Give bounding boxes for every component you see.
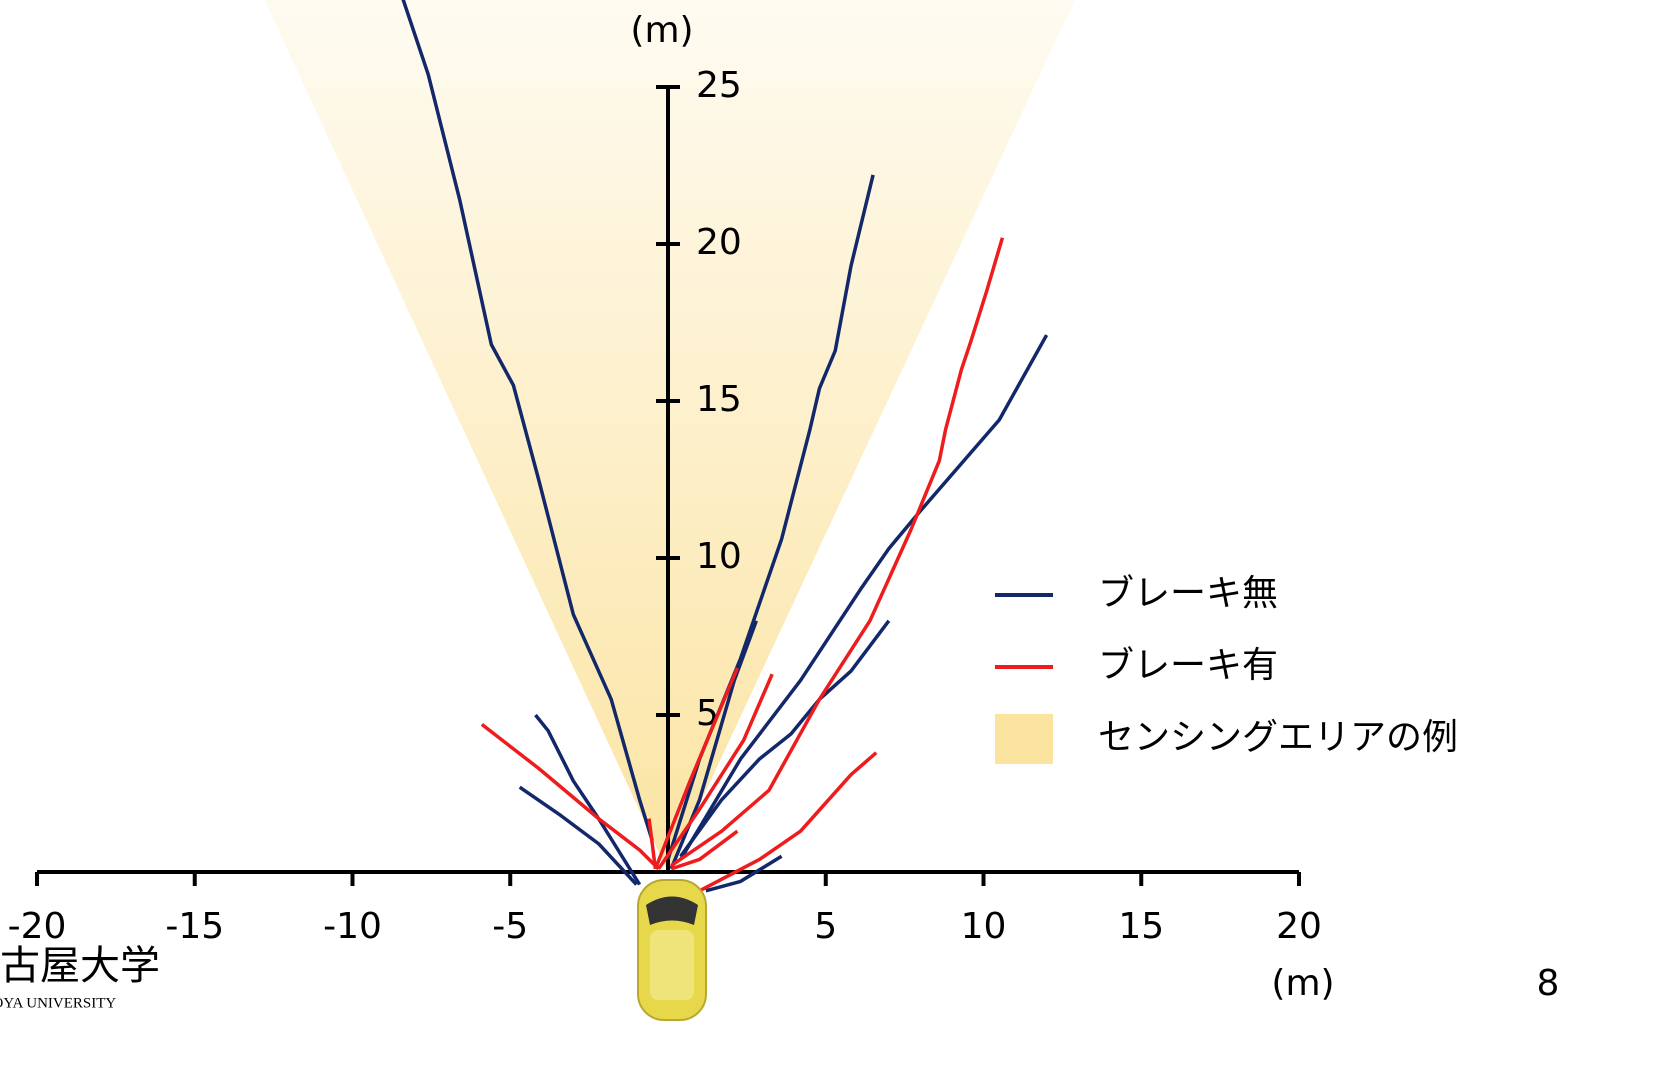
y-tick-label: 10 [696, 536, 742, 577]
x-tick-label: 20 [1276, 906, 1322, 947]
trajectory [670, 829, 739, 871]
plot: -20 -15 -10 -5 5 10 15 20 5 10 15 20 25 ブレーキ無ブレーキ有センシ… [8, 0, 1458, 947]
trajectory [653, 667, 740, 870]
trajectory [705, 854, 783, 893]
x-tick-label: -15 [165, 906, 224, 947]
y-tick-label: 5 [696, 693, 719, 734]
x-tick-label: 10 [961, 906, 1007, 947]
x-tick-label: -20 [8, 906, 67, 947]
y-tick-label: 20 [696, 222, 742, 263]
x-tick-label: 5 [814, 906, 837, 947]
trajectory [480, 723, 660, 871]
trajectory [679, 619, 891, 858]
legend-swatch [995, 714, 1053, 764]
trajectory [698, 751, 878, 893]
y-tick-label: 15 [696, 379, 742, 420]
y-axis-label: (m) [630, 10, 693, 51]
car [637, 879, 707, 1021]
x-axis-label: (m) [1271, 963, 1334, 1004]
page-number: 8 [1537, 963, 1560, 1004]
trajectory [518, 785, 638, 886]
x-tick-label: 15 [1118, 906, 1164, 947]
trajectory [647, 818, 658, 870]
legend-label: センシングエリアの例 [1098, 717, 1458, 758]
logo-name: 名古屋大学 [0, 943, 160, 988]
x-tick-label: -10 [323, 906, 382, 947]
legend-label: ブレーキ有 [1098, 645, 1278, 686]
trajectory [679, 334, 1049, 861]
trajectory [401, 0, 654, 842]
trajectory [657, 673, 774, 870]
trajectory [534, 713, 642, 886]
trajectory [670, 237, 1005, 868]
x-tick-label: -5 [492, 906, 528, 947]
legend-label: ブレーキ無 [1098, 573, 1278, 614]
y-tick-label: 25 [696, 65, 742, 106]
trajectory [669, 620, 758, 870]
logo-sub: NAGOYA UNIVERSITY [0, 995, 116, 1011]
